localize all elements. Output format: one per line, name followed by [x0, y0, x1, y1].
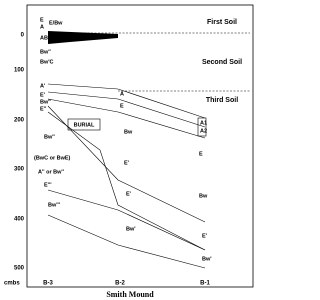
horizon: A — [40, 24, 44, 30]
a-box — [197, 117, 207, 137]
y-tick-label: 300 — [14, 167, 25, 173]
horizon: E''' — [44, 182, 52, 188]
horizon: Bw — [124, 129, 133, 135]
horizon: Bw' — [126, 226, 136, 232]
boundary — [47, 105, 206, 223]
boundary — [47, 111, 206, 251]
y-axis: 0 100 200 300 400 500 cmbs — [4, 33, 25, 287]
horizon: E/Bw — [49, 20, 63, 26]
horizon: A1 — [200, 120, 207, 126]
horizon: Bw'' — [44, 134, 56, 140]
horizon: A' — [40, 83, 46, 89]
horizon: Bw'C — [40, 59, 54, 65]
caption: Smith Mound — [106, 290, 154, 299]
horizon: E' — [126, 191, 132, 197]
boundary — [47, 189, 206, 251]
horizon: E — [120, 103, 124, 109]
y-tick-label: 0 — [21, 33, 25, 39]
y-tick-label: 500 — [14, 266, 25, 272]
soil-label: Second Soil — [202, 59, 242, 66]
horizon: Bw'' — [40, 49, 52, 55]
y-unit: cmbs — [4, 281, 20, 287]
burial-label: BURIAL — [74, 122, 95, 128]
horizon: Bw'' — [40, 99, 52, 105]
horizon: Bw — [199, 193, 208, 199]
horizon: (BwC or BwE) — [34, 155, 71, 161]
soil-label: First Soil — [207, 19, 237, 26]
horizon: A'' or Bw'' — [38, 169, 65, 175]
horizon: Bw''' — [48, 202, 61, 208]
y-tick-label: 100 — [14, 68, 25, 74]
x-label: B-1 — [200, 281, 210, 287]
horizon: E'' — [40, 106, 47, 112]
boundary — [47, 98, 206, 139]
boundary — [47, 83, 206, 119]
soil-label: Third Soil — [206, 97, 238, 104]
x-label: B-3 — [43, 281, 53, 287]
y-tick-label: 400 — [14, 217, 25, 223]
horizon: Bw' — [202, 256, 212, 262]
horizon: E' — [202, 233, 208, 239]
horizon: E' — [40, 92, 46, 98]
horizon: E — [199, 151, 203, 157]
horizon: E — [40, 17, 44, 23]
horizon: A — [120, 91, 124, 97]
horizon: ABw — [40, 35, 53, 41]
y-tick-label: 200 — [14, 118, 25, 124]
frame — [26, 4, 254, 288]
burial-box — [67, 118, 101, 131]
boundary — [47, 214, 206, 269]
first-soil-wedge — [48, 31, 118, 44]
x-label: B-2 — [115, 281, 125, 287]
diagram: 0 100 200 300 400 500 cmbs B-3 B-2 B-1 S… — [4, 4, 254, 299]
horizon: E' — [124, 160, 130, 166]
horizon: A2 — [200, 128, 207, 134]
boundary — [47, 91, 206, 128]
